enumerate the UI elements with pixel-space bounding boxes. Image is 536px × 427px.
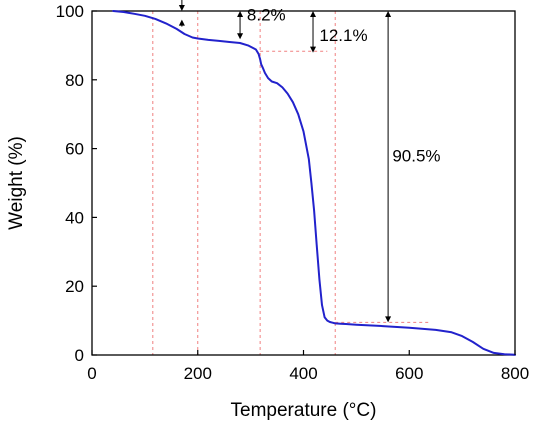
y-tick-label: 80 — [65, 71, 84, 90]
arrow-head — [178, 5, 185, 11]
arrow-head — [237, 33, 244, 40]
series-line-0 — [112, 10, 516, 356]
y-axis-label: Weight (%) — [6, 136, 27, 230]
x-axis-label: Temperature (°C) — [231, 400, 377, 421]
y-tick-label: 60 — [65, 140, 84, 159]
annotations-layer: 2.5%8.2%12.1%90.5% — [247, 5, 441, 165]
arrow-head — [310, 11, 317, 17]
x-tick-label: 200 — [184, 364, 212, 383]
y-tick-label: 20 — [65, 277, 84, 296]
series-layer — [112, 10, 516, 356]
arrow-head — [385, 316, 392, 323]
annotation-label-1: 8.2% — [247, 5, 286, 24]
annotation-label-2: 12.1% — [319, 26, 367, 45]
y-tick-label: 0 — [75, 346, 84, 365]
guide-lines — [152, 10, 431, 355]
x-tick-label: 800 — [501, 364, 529, 383]
arrow-head — [385, 11, 392, 17]
arrow-head — [237, 11, 244, 17]
arrow-head — [178, 19, 185, 26]
y-tick-label: 100 — [56, 2, 84, 21]
plot-frame — [91, 10, 516, 356]
x-tick-label: 400 — [289, 364, 317, 383]
axes — [91, 10, 516, 356]
x-tick-label: 0 — [87, 364, 96, 383]
arrows-layer — [178, 0, 392, 323]
arrow-head — [310, 46, 317, 53]
annotation-label-3: 90.5% — [392, 146, 440, 165]
y-tick-label: 40 — [65, 208, 84, 227]
ticks-layer: 0 200 400 600 800 0 20 40 60 80 100 — [56, 2, 530, 383]
x-tick-label: 600 — [395, 364, 423, 383]
